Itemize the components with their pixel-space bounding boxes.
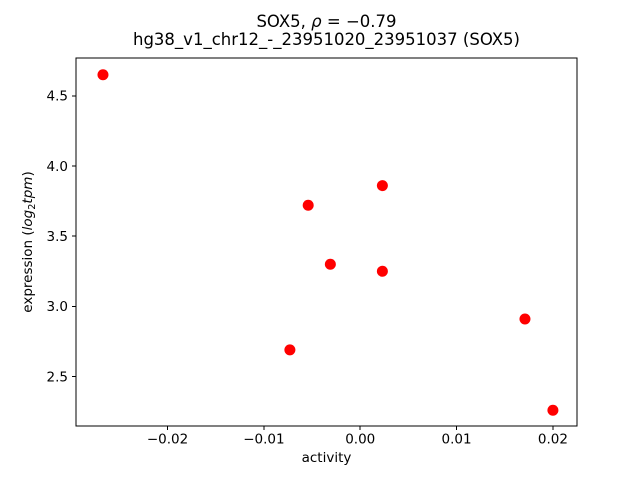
data-point <box>376 265 388 277</box>
data-point <box>302 199 314 211</box>
x-tick-label: −0.01 <box>243 432 284 448</box>
data-point <box>519 313 531 325</box>
y-tick-label: 4.5 <box>47 89 68 105</box>
chart-title-line2: hg38_v1_chr12_-_23951020_23951037 (SOX5) <box>133 30 520 49</box>
y-tick-label: 2.5 <box>47 369 68 385</box>
data-point <box>324 258 336 270</box>
data-point <box>547 404 559 416</box>
x-tick-label: −0.02 <box>147 432 188 448</box>
x-tick-label: 0.02 <box>538 432 568 448</box>
data-point <box>97 69 109 81</box>
data-point <box>376 180 388 192</box>
y-tick-label: 4.0 <box>47 159 68 175</box>
y-tick-label: 3.0 <box>47 299 68 315</box>
chart-title: SOX5, ρ = −0.79 hg38_v1_chr12_-_23951020… <box>76 13 577 49</box>
x-tick-label: 0.01 <box>442 432 472 448</box>
x-axis-label: activity <box>301 450 352 466</box>
plot-frame <box>75 57 578 427</box>
data-point <box>284 344 296 356</box>
title-gene-text: SOX5, <box>256 12 312 31</box>
title-rho-symbol: ρ <box>311 12 322 31</box>
chart-title-line1: SOX5, ρ = −0.79 <box>76 13 577 31</box>
x-tick-label: 0.00 <box>345 432 375 448</box>
y-tick-label: 3.5 <box>47 229 68 245</box>
title-correlation-value: = −0.79 <box>321 12 397 31</box>
